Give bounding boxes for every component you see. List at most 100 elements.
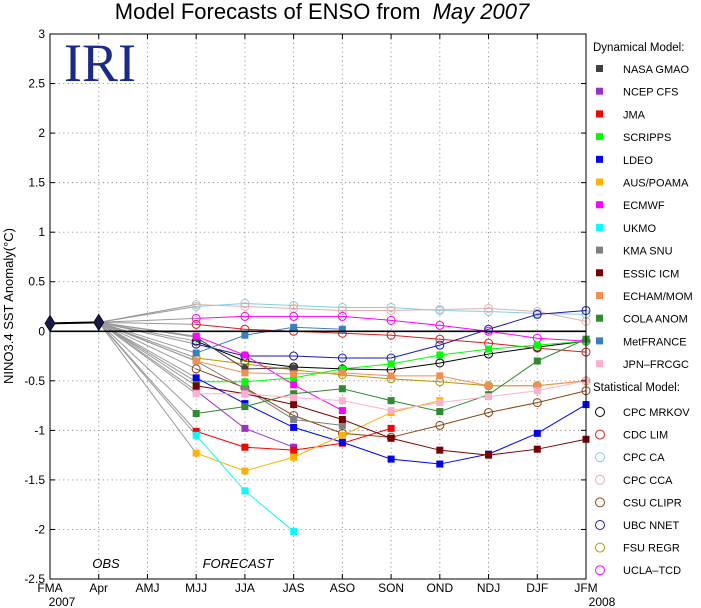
legend-label-kma-snu: KMA SNU [623,246,673,258]
legend-label-csu-clipr: CSU CLIPR [623,497,682,509]
point-cpc-cca [240,302,250,311]
point-ucla-tcd [289,311,299,321]
point-cpc-mrkov [435,358,445,368]
legend-dynamical-heading: Dynamical Model: [593,42,684,54]
point-metfrance [290,323,298,331]
legend-label-cpc-cca: CPC CCA [623,475,673,487]
point-cola-anom [387,397,395,405]
series-ldeo [192,374,590,468]
series-ucla-tcd [191,311,591,346]
point-essic-icm [338,415,346,423]
legend-swatch-csu-clipr [595,497,605,508]
connector-aus-poama [98,322,197,454]
point-jma [290,446,298,454]
legend-swatch-cpc-mrkov [595,407,605,417]
legend-label-essic-icm: ESSIC ICM [623,268,679,280]
legend-label-cpc-ca: CPC CA [623,452,665,464]
point-cpc-ca [240,299,250,309]
point-jpn-frcgc [436,399,444,407]
point-ucla-tcd [386,315,396,325]
series-metfrance [192,323,346,357]
series-line-cpc-ca [196,303,587,315]
point-jma [192,427,200,435]
legend-swatch-scripps [596,133,603,141]
point-essic-icm [485,451,493,459]
point-scripps [290,374,298,382]
y-axis: 3 2.5 2 1.5 1 0.5 0 -0.5 -1 -1.5 -2 -2.5 [24,27,586,586]
connector-fsu-regr [98,321,197,359]
y-tick-label: 1.5 [28,176,45,190]
point-cola-anom [192,410,200,418]
legend-label-ubc-nnet: UBC NNET [623,520,680,532]
point-jpn-frcgc [387,407,395,415]
point-aus-poama [338,431,346,439]
plot-frame [49,33,587,580]
point-aus-poama [192,449,200,457]
legend-label-jpn-frcgc: JPN–FRCGC [623,359,689,371]
legend-label-nasa-gmao: NASA GMAO [623,64,689,76]
y-tick-label: -2.5 [24,572,45,586]
legend-label-cola-anom: COLA ANOM [623,314,688,326]
point-ubc-nnet [435,340,445,350]
point-ecmwf [192,332,200,340]
x-year-end: 2008 [589,595,616,608]
observed-line [49,321,99,325]
series-line-ncep-cfs [195,390,294,448]
series-line-cpc-cca [196,304,587,322]
legend-swatch-essic-icm [596,269,603,277]
point-cpc-cca [337,305,347,315]
point-ncep-cfs [241,424,249,432]
legend-swatch-ldeo [596,155,603,163]
point-cpc-cca [532,306,542,316]
series-scripps [192,337,590,386]
x-tick-label: Apr [89,581,108,595]
legend-label-metfrance: MetFRANCE [623,336,687,348]
x-tick-label: NDJ [477,581,500,595]
point-ldeo [192,374,200,382]
point-scripps [387,360,395,368]
point-kma-snu [290,415,298,423]
point-ldeo [338,438,346,446]
point-ldeo [387,455,395,463]
point-ubc-nnet [532,309,542,319]
point-essic-icm [192,382,200,390]
chart-title: Model Forecasts of ENSO from May 2007 [115,0,530,24]
point-cpc-ca [386,302,396,312]
point-kma-snu [241,385,249,393]
observed-series [44,313,105,333]
point-echam-mom [241,369,249,377]
point-nasa-gmao [290,364,298,372]
forecast-annotation: FORECAST [203,556,275,571]
point-cola-anom [533,357,541,365]
x-year-start: 2007 [49,595,76,608]
point-echam-mom [338,369,346,377]
point-csu-clipr [435,420,445,430]
point-ucla-tcd [191,313,201,323]
y-axis-label: NINO3.4 SST Anomaly(°C) [1,228,16,384]
observed-point [93,313,105,332]
x-tick-label: ASO [330,581,355,595]
point-jma [387,424,395,432]
legend-statistical-heading: Statistical Model: [593,382,680,394]
connector-essic-icm [98,321,197,387]
legend-swatch-cola-anom [596,314,603,322]
legend-swatch-metfrance [596,337,603,345]
connector-cpc-cca [98,304,197,323]
legend-label-cdc-lim: CDC LIM [623,430,668,442]
point-cpc-ca [337,302,347,312]
point-cola-anom [436,408,444,416]
iri-logo: IRI [64,33,136,93]
legend-swatch-nasa-gmao [596,65,603,72]
legend-label-scripps: SCRIPPS [623,132,671,144]
point-cpc-ca [484,306,494,316]
y-tick-label: -0.5 [24,374,45,388]
y-tick-label: 3 [38,27,45,41]
point-ecmwf [290,381,298,389]
x-tick-label: JJA [235,581,255,595]
point-jpn-frcgc [241,390,249,398]
legend-swatch-echam-mom [596,292,603,299]
point-ubc-nnet [337,353,347,363]
point-jpn-frcgc [533,387,541,395]
y-tick-label: -1.5 [24,473,45,487]
